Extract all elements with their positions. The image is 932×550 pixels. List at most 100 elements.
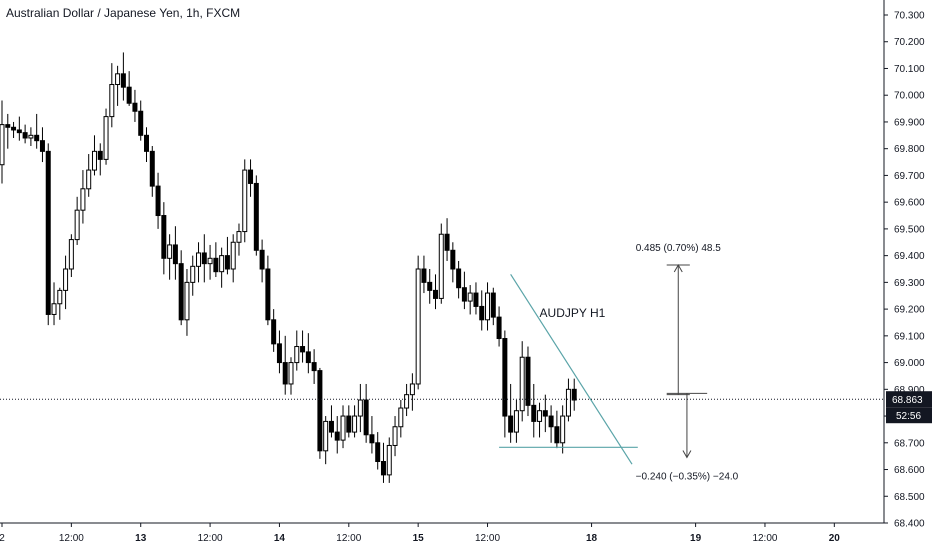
candle-body [294, 346, 300, 364]
candle-body [196, 252, 202, 267]
candle-body [51, 303, 57, 315]
candle-body [45, 150, 51, 315]
candle-body [161, 215, 167, 259]
candle-body [352, 415, 358, 433]
candle-body [86, 169, 92, 190]
y-tick-label: 69.200 [894, 305, 925, 316]
chart-title: Australian Dollar / Japanese Yen, 1h, FX… [6, 6, 241, 20]
candle-body [554, 426, 560, 444]
candle-body [502, 338, 508, 417]
candle-body [444, 233, 450, 251]
candle-body [386, 444, 392, 476]
y-tick-label: 69.300 [894, 278, 925, 289]
candle-body [357, 399, 363, 417]
candle-body [288, 362, 294, 385]
candle-body [323, 420, 329, 452]
candle-body [513, 410, 519, 433]
candle-body [0, 124, 5, 166]
candle-body [311, 362, 317, 372]
candle-body [317, 370, 323, 452]
y-tick-label: 69.100 [894, 331, 925, 342]
candle-body [74, 209, 80, 241]
candle-body [328, 420, 334, 433]
candle-body [427, 281, 433, 291]
y-tick-label: 68.700 [894, 438, 925, 449]
candle-body [479, 305, 485, 321]
candle-body [485, 292, 491, 321]
candle-body [404, 394, 410, 409]
candle-body [548, 415, 554, 428]
candle-body [230, 241, 236, 270]
candle-body [519, 356, 525, 412]
candle-body [5, 124, 11, 128]
candle-body [560, 415, 566, 444]
candle-body [282, 362, 288, 385]
candle-body [461, 287, 467, 302]
measure-up-label: 0.485 (0.70%) 48.5 [636, 243, 721, 254]
candle-body [565, 388, 571, 417]
x-tick-label: 12:00 [475, 533, 500, 544]
candle-body [167, 244, 173, 259]
y-tick-label: 69.600 [894, 198, 925, 209]
candle-body [178, 263, 184, 321]
bar-countdown-label: 52:56 [896, 411, 921, 422]
candle-body [213, 257, 219, 273]
candle-body [450, 249, 456, 270]
candle-body [190, 265, 196, 283]
candle-body [259, 249, 265, 270]
current-price-label: 68.863 [892, 395, 923, 406]
y-tick-label: 70.000 [894, 91, 925, 102]
candle-body [144, 134, 149, 152]
candle-body [380, 461, 386, 476]
candle-body [63, 268, 69, 291]
candle-body [16, 129, 22, 134]
candle-body [525, 356, 531, 406]
y-tick-label: 68.900 [894, 385, 925, 396]
candle-body [473, 292, 479, 307]
x-tick-label: 14 [274, 533, 286, 544]
candle-body [115, 73, 121, 86]
candle-body [409, 383, 415, 396]
candle-body [346, 415, 352, 433]
y-tick-label: 70.300 [894, 11, 925, 22]
candle-body [363, 399, 369, 436]
x-tick-label: 12:00 [198, 533, 223, 544]
y-tick-label: 68.600 [894, 465, 925, 476]
candle-body [276, 343, 282, 364]
y-tick-label: 69.400 [894, 251, 925, 262]
x-tick-label: 15 [413, 533, 425, 544]
candle-body [542, 410, 548, 417]
candle-body [172, 244, 178, 265]
candle-body [438, 233, 444, 299]
candle-body [433, 289, 438, 299]
y-tick-label: 69.000 [894, 358, 925, 369]
y-tick-label: 69.500 [894, 224, 925, 235]
x-tick-label: 2 [0, 533, 5, 544]
candle-body [300, 346, 306, 353]
candle-body [271, 319, 277, 345]
candle-body [138, 110, 144, 136]
arrow-down-icon [682, 450, 692, 459]
candle-body [155, 185, 161, 217]
x-tick-label: 12:00 [752, 533, 777, 544]
candle-body [184, 281, 190, 321]
y-tick-label: 70.200 [894, 37, 925, 48]
candle-body [236, 231, 242, 243]
candle-body [537, 410, 543, 422]
y-tick-label: 69.900 [894, 117, 925, 128]
measure-down-label: −0.240 (−0.35%) −24.0 [636, 471, 739, 482]
x-tick-label: 20 [829, 533, 841, 544]
candle-body [132, 102, 138, 112]
candle-body [11, 126, 17, 131]
candle-body [248, 169, 254, 184]
candle-body [80, 188, 86, 211]
candle-body [398, 407, 404, 428]
candle-body [120, 73, 126, 88]
candle-body [57, 289, 63, 305]
candle-body [22, 132, 28, 139]
candle-body [253, 182, 259, 251]
candle-body [508, 415, 514, 433]
candle-body [456, 268, 462, 289]
candle-body [28, 134, 34, 139]
